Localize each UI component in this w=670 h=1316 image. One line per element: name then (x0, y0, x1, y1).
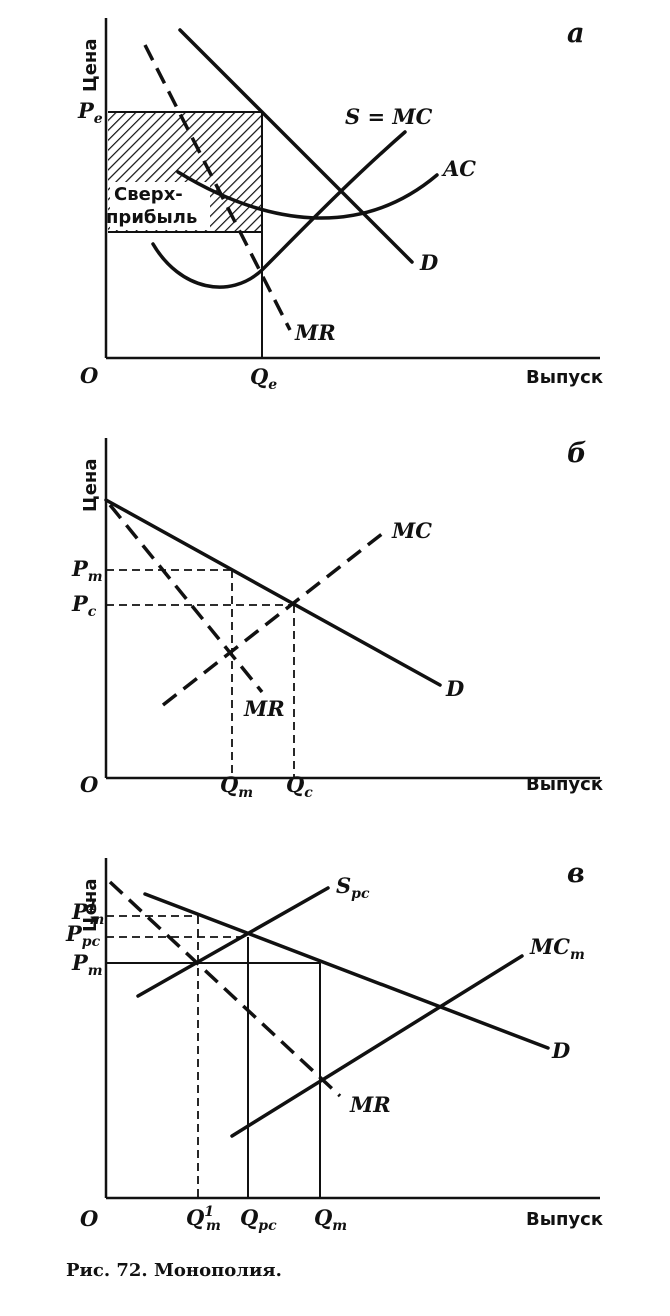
mr-label-a: MR (294, 320, 336, 345)
mr-label-c: MR (349, 1092, 391, 1117)
demand-curve-a (178, 28, 414, 264)
mcm-label-c: MCm (529, 934, 585, 963)
y-axis-label-b: Цена (80, 459, 101, 513)
qm1-label-c: Q1 m (186, 1204, 221, 1234)
x-axis-label-b: Выпуск (526, 774, 603, 795)
panel-b-letter: б (567, 438, 587, 469)
mc-label-b: MC (391, 518, 432, 543)
pc-label-b: Pc (71, 591, 97, 620)
qm-label-c: Qm (314, 1205, 347, 1234)
mr-label-b: MR (243, 696, 285, 721)
supply-marginal-cost-curve-a (151, 130, 407, 289)
y-axis-label-a: Цена (80, 39, 101, 93)
panel-a-letter: а (567, 18, 585, 49)
supply-pc-curve-c (136, 886, 330, 998)
panel-b: б Цена Выпуск O Pm Pc Qm Qc MC D MR (71, 438, 603, 801)
origin-label-a: O (80, 363, 99, 388)
d-label-a: D (419, 250, 439, 275)
figure-caption: Рис. 72. Монополия. (66, 1260, 282, 1281)
excess-profit-label-line2: прибыль (106, 207, 197, 228)
d-label-c: D (551, 1038, 571, 1063)
demand-curve-b (104, 498, 442, 687)
average-cost-curve-a (176, 170, 439, 220)
marginal-revenue-curve-a (143, 44, 292, 331)
origin-label-b: O (80, 772, 99, 797)
pe-label: Pe (77, 98, 103, 127)
marginal-cost-curve-b (161, 528, 389, 707)
y-axis-label-c: Цена (80, 879, 101, 933)
x-axis-label-c: Выпуск (526, 1209, 603, 1230)
x-axis-label-a: Выпуск (526, 367, 603, 388)
excess-profit-label-box (110, 182, 210, 230)
excess-profit-label-line1: Сверх- (114, 184, 183, 205)
marginal-revenue-curve-c (108, 880, 342, 1098)
marginal-cost-m-curve-c (230, 954, 524, 1138)
pm1-label-c: P1 m (71, 898, 104, 928)
demand-curve-c (143, 892, 550, 1050)
pm-label-c: Pm (71, 950, 103, 979)
s-mc-label-a: S = MC (345, 104, 433, 129)
pm-label-b: Pm (71, 556, 103, 585)
ac-label-a: AC (441, 156, 476, 181)
d-label-b: D (445, 676, 465, 701)
marginal-revenue-curve-b (108, 503, 264, 694)
qpc-label-c: Qpc (240, 1205, 277, 1234)
origin-label-c: O (80, 1206, 99, 1231)
ppc-label-c: Ppc (65, 921, 101, 950)
panel-a: а Сверх- прибыль Цена Выпуск O Pe Qe S =… (77, 18, 603, 393)
panel-c-letter: в (567, 858, 585, 889)
qc-label-b: Qc (286, 772, 313, 801)
panel-c: в Цена Выпуск O P1 m Ppc Pm Q1 m Qpc Qm Sp… (65, 858, 603, 1234)
qm-label-b: Qm (220, 772, 253, 801)
qe-label: Qe (250, 364, 277, 393)
spc-label-c: Spc (336, 873, 370, 902)
